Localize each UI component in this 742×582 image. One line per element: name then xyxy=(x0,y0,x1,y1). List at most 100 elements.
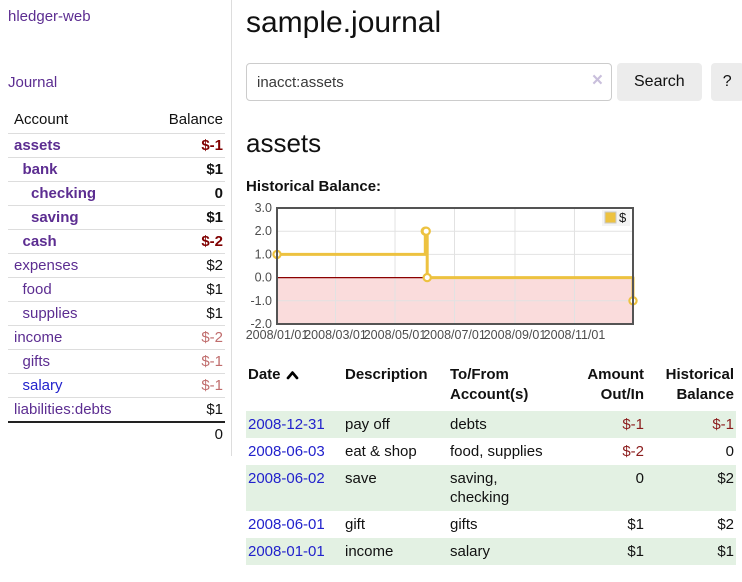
account-balance: $2 xyxy=(206,257,223,274)
svg-text:2008/03/01: 2008/03/01 xyxy=(304,328,367,342)
accounts-table-header-row: Account Balance xyxy=(8,108,225,134)
account-link[interactable]: salary xyxy=(22,377,63,394)
svg-text:2008/05/01: 2008/05/01 xyxy=(364,328,427,342)
account-link[interactable]: bank xyxy=(22,161,58,178)
svg-text:-2.0: -2.0 xyxy=(250,317,272,331)
account-table-body: assets $-1 bank $1 checking 0 saving $1 … xyxy=(8,133,225,447)
register-header-amount: Amount Out/In xyxy=(587,366,644,403)
svg-text:3.0: 3.0 xyxy=(255,202,272,215)
svg-text:1.0: 1.0 xyxy=(255,247,272,261)
register-row: 2008-01-01 income salary $1 $1 xyxy=(246,538,736,565)
register-accounts: debts xyxy=(450,416,487,433)
historical-balance-chart: $3.0 2.0 1.0 0.0 -1.0 -2.0 2008/01/01 2008/03/0… xyxy=(246,202,742,344)
register-header-row: Date Description To/From Account(s) Amou… xyxy=(246,361,736,411)
register-description: save xyxy=(345,470,377,487)
account-row: gifts $-1 xyxy=(8,349,225,374)
account-row: food $1 xyxy=(8,277,225,302)
register-date-link[interactable]: 2008-01-01 xyxy=(248,543,325,560)
search-form: × Search ? xyxy=(246,63,742,101)
svg-text:2008/11/01: 2008/11/01 xyxy=(544,328,606,342)
register-amount: $-1 xyxy=(622,416,644,433)
register-accounts: saving, checking xyxy=(450,470,510,506)
register-row: 2008-06-03 eat & shop food, supplies $-2… xyxy=(246,438,736,465)
chart-legend: $ xyxy=(602,210,630,226)
account-link[interactable]: food xyxy=(22,281,52,298)
account-balance: $1 xyxy=(206,209,223,226)
accounts-total-value: 0 xyxy=(214,426,223,443)
svg-text:2008/07/01: 2008/07/01 xyxy=(423,328,486,342)
register-amount: 0 xyxy=(635,470,644,487)
account-balance: 0 xyxy=(214,185,223,202)
account-row: bank $1 xyxy=(8,157,225,182)
account-row: checking 0 xyxy=(8,181,225,206)
register-header-tofrom: To/From Account(s) xyxy=(450,366,529,403)
register-date-link[interactable]: 2008-06-03 xyxy=(248,443,325,460)
register-date-link[interactable]: 2008-12-31 xyxy=(248,416,325,433)
register-header-balance: Historical Balance xyxy=(665,366,734,403)
register-amount: $-2 xyxy=(622,443,644,460)
account-row: assets $-1 xyxy=(8,133,225,158)
search-input-wrap: × xyxy=(246,63,612,101)
clear-search-icon[interactable]: × xyxy=(591,70,603,91)
account-link[interactable]: gifts xyxy=(22,353,51,370)
register-date: 2008-06-02 xyxy=(246,465,343,511)
register-description: income xyxy=(345,543,394,560)
register-table: Date Description To/From Account(s) Amou… xyxy=(246,361,736,565)
svg-text:-1.0: -1.0 xyxy=(250,294,272,308)
account-link[interactable]: saving xyxy=(31,209,79,226)
register-description: gift xyxy=(345,516,366,533)
account-link[interactable]: supplies xyxy=(22,305,78,322)
accounts-header-account: Account xyxy=(14,111,69,128)
account-row: liabilities:debts $1 xyxy=(8,397,225,423)
accounts-total-row: 0 xyxy=(8,422,225,446)
register-accounts: gifts xyxy=(450,516,478,533)
sidebar: hledger-web Journal Account Balance asse… xyxy=(0,0,232,456)
account-link[interactable]: expenses xyxy=(14,257,79,274)
account-balance: $-1 xyxy=(201,137,223,154)
svg-text:2008/09/01: 2008/09/01 xyxy=(484,328,547,342)
register-description: eat & shop xyxy=(345,443,417,460)
register-row: 2008-06-02 save saving, checking 0 $2 xyxy=(246,465,736,511)
register-date: 2008-06-01 xyxy=(246,511,343,538)
account-balance: $-2 xyxy=(201,233,223,250)
register-accounts: food, supplies xyxy=(450,443,543,460)
account-balance: $1 xyxy=(206,281,223,298)
account-balance: $-2 xyxy=(201,329,223,346)
register-header-date[interactable]: Date xyxy=(246,361,343,411)
account-balance: $1 xyxy=(206,305,223,322)
sidebar-item-journal[interactable]: Journal xyxy=(8,74,58,91)
account-link[interactable]: assets xyxy=(14,137,61,154)
accounts-header-balance: Balance xyxy=(168,111,223,128)
register-date: 2008-06-03 xyxy=(246,438,343,465)
page-title: sample.journal xyxy=(246,6,442,39)
svg-text:2.0: 2.0 xyxy=(255,224,272,238)
sort-ascending-icon xyxy=(286,367,299,384)
account-balance: $-1 xyxy=(201,377,223,394)
help-button[interactable]: ? xyxy=(710,63,742,101)
register-amount: $1 xyxy=(627,543,644,560)
register-balance: $-1 xyxy=(712,416,734,433)
register-row: 2008-12-31 pay off debts $-1 $-1 xyxy=(246,411,736,438)
account-link[interactable]: liabilities:debts xyxy=(14,401,112,418)
account-link[interactable]: income xyxy=(14,329,63,346)
register-row: 2008-06-01 gift gifts $1 $2 xyxy=(246,511,736,538)
search-input[interactable] xyxy=(246,63,612,101)
register-date: 2008-01-01 xyxy=(246,538,343,565)
register-header-description: Description xyxy=(345,366,428,383)
account-link[interactable]: cash xyxy=(22,233,57,250)
account-heading: assets xyxy=(246,128,322,158)
account-row: cash $-2 xyxy=(8,229,225,254)
register-date-link[interactable]: 2008-06-02 xyxy=(248,470,325,487)
account-link[interactable]: checking xyxy=(31,185,97,202)
accounts-table: Account Balance assets $-1 bank $1 check… xyxy=(8,108,225,446)
account-balance: $1 xyxy=(206,401,223,418)
account-row: saving $1 xyxy=(8,205,225,230)
register-balance: $1 xyxy=(717,543,734,560)
account-row: salary $-1 xyxy=(8,373,225,398)
search-button[interactable]: Search xyxy=(617,63,702,101)
register-amount: $1 xyxy=(627,516,644,533)
app-brand-link[interactable]: hledger-web xyxy=(8,8,91,25)
register-date: 2008-12-31 xyxy=(246,411,343,438)
svg-text:$: $ xyxy=(619,210,627,225)
register-date-link[interactable]: 2008-06-01 xyxy=(248,516,325,533)
